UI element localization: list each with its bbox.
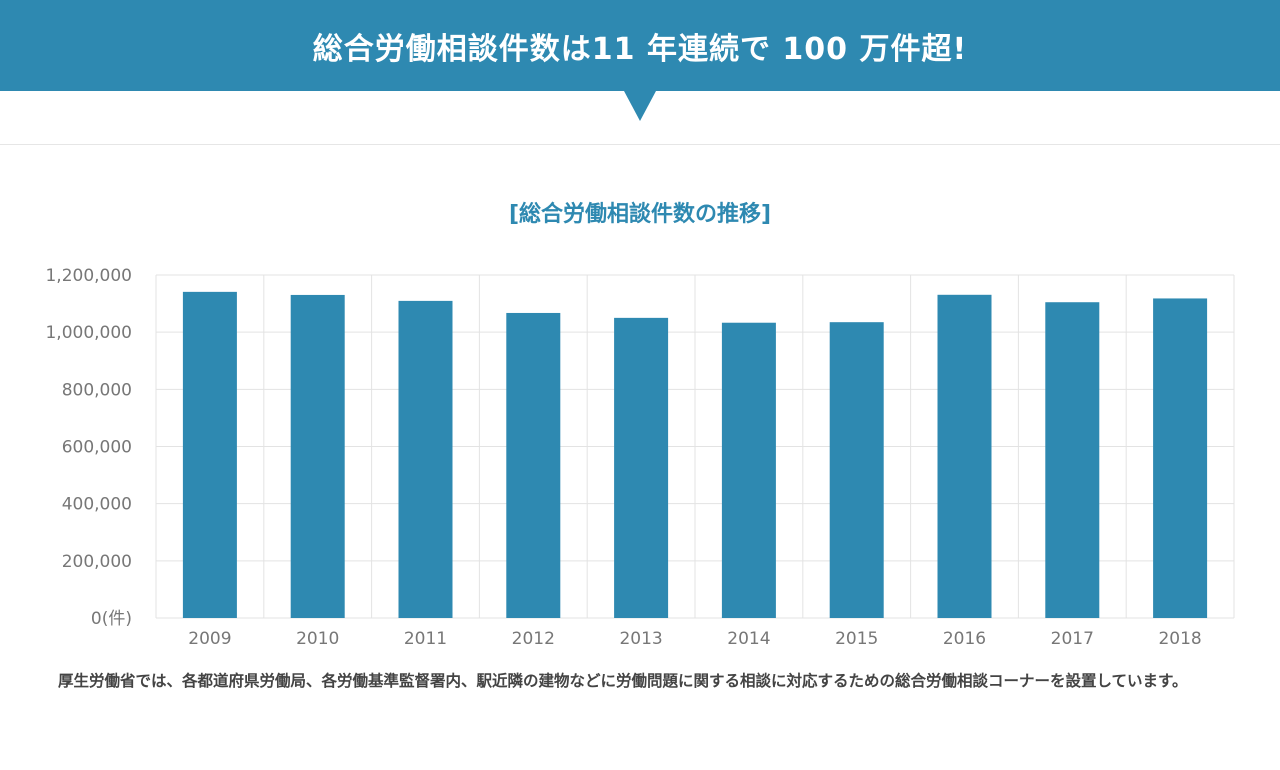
x-tick-label: 2010 [296, 629, 339, 649]
y-tick-label: 400,000 [62, 495, 132, 515]
x-tick-label: 2017 [1051, 629, 1094, 649]
bar-2015 [829, 322, 884, 618]
y-tick-label: 0(件) [91, 609, 132, 629]
bar-2018 [1153, 298, 1208, 618]
x-tick-label: 2014 [727, 629, 770, 649]
bar-chart: 0(件) 200,000 400,000 600,000 800,000 1,000,00… [45, 266, 1235, 649]
bar-2012 [506, 312, 561, 618]
header-banner: 総合労働相談件数は11 年連続で 100 万件超! [0, 0, 1280, 91]
bar-2009 [182, 291, 237, 618]
banner-pointer [624, 91, 656, 121]
x-tick-label: 2009 [188, 629, 231, 649]
x-tick-label: 2012 [512, 629, 555, 649]
chart-title: [総合労働相談件数の推移] [508, 202, 772, 227]
x-tick-label: 2013 [619, 629, 662, 649]
banner-title: 総合労働相談件数は11 年連続で 100 万件超! [312, 31, 968, 67]
x-tick-label: 2011 [404, 629, 447, 649]
bar-2016 [937, 294, 992, 618]
y-tick-label: 1,000,000 [45, 323, 132, 343]
x-tick-label: 2016 [943, 629, 986, 649]
bar-2010 [290, 294, 345, 618]
y-tick-label: 800,000 [62, 380, 132, 400]
footnote-text: 厚生労働省では、各都道府県労働局、各労働基準監督署内、駅近隣の建物などに労働問題… [58, 672, 1188, 690]
x-tick-label: 2015 [835, 629, 878, 649]
bar-2011 [398, 300, 453, 618]
bar-2014 [721, 322, 776, 618]
x-tick-label: 2018 [1158, 629, 1201, 649]
y-tick-label: 1,200,000 [45, 266, 132, 286]
section-divider [0, 144, 1280, 145]
y-tick-label: 600,000 [62, 438, 132, 458]
bar-2013 [614, 317, 669, 618]
y-tick-label: 200,000 [62, 552, 132, 572]
bar-2017 [1045, 302, 1100, 618]
